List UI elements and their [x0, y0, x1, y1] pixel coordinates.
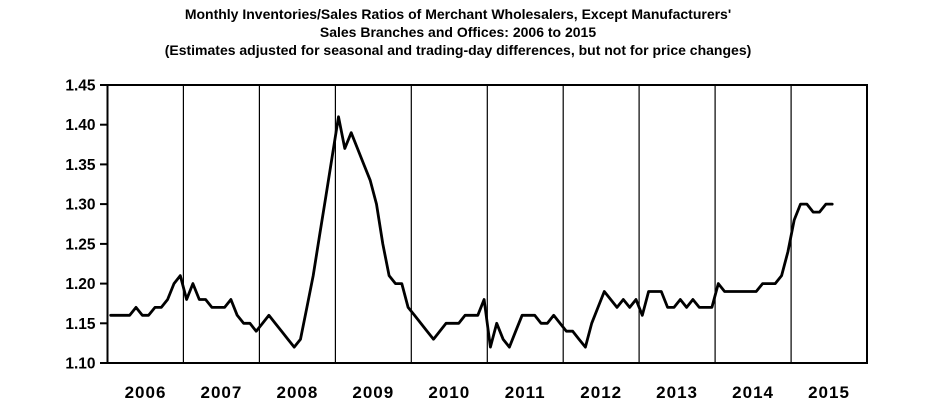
x-axis-year-label: 2006: [125, 383, 167, 402]
chart-title-line1: Monthly Inventories/Sales Ratios of Merc…: [184, 6, 732, 22]
y-axis-label: 1.10: [65, 356, 95, 373]
x-axis-year-label: 2011: [505, 383, 546, 402]
y-axis-label: 1.45: [65, 78, 96, 95]
chart-title: Monthly Inventories/Sales Ratios of Merc…: [0, 5, 916, 59]
y-axis-label: 1.15: [65, 316, 96, 333]
chart-title-line2: Sales Branches and Offices: 2006 to 2015: [319, 24, 597, 40]
x-axis-year-label: 2009: [352, 383, 394, 402]
plot-frame: [106, 84, 868, 364]
y-axis-label: 1.30: [65, 197, 95, 214]
y-axis-label: 1.35: [65, 157, 96, 174]
x-axis-year-label: 2015: [808, 383, 850, 402]
x-axis-year-label: 2007: [200, 383, 242, 402]
y-axis-label: 1.40: [65, 117, 95, 134]
x-axis-year-label: 2008: [276, 383, 318, 402]
x-axis-year-label: 2012: [580, 383, 622, 402]
x-axis-year-label: 2014: [732, 383, 774, 402]
chart-title-line3: (Estimates adjusted for seasonal and tra…: [164, 42, 752, 58]
x-axis-year-label: 2010: [428, 383, 470, 402]
x-axis-year-label: 2013: [656, 383, 698, 402]
y-axis-label: 1.25: [65, 236, 96, 253]
inventories-sales-ratio-line: [109, 115, 834, 349]
y-axis-label: 1.20: [65, 276, 95, 293]
